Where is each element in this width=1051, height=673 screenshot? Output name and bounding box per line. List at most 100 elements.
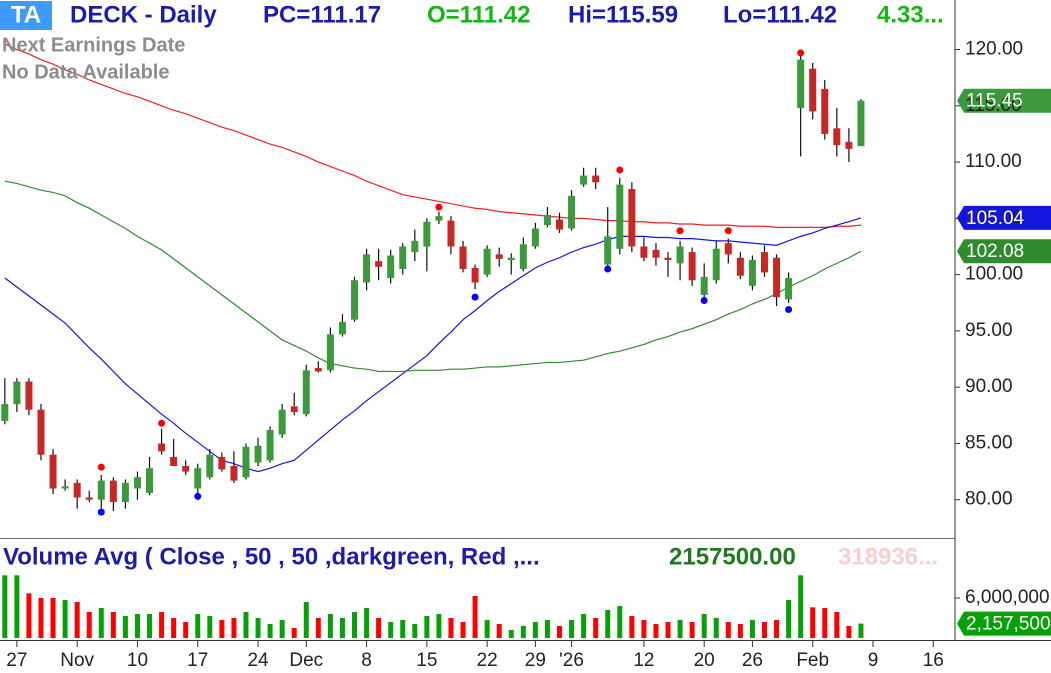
last-value-box xyxy=(957,88,1051,113)
candle-body xyxy=(97,480,105,500)
pivot-high xyxy=(97,463,105,471)
x-tick-label: 17 xyxy=(187,650,208,671)
volume-bar xyxy=(134,614,140,638)
volume-bar xyxy=(388,622,394,638)
moving-average-line xyxy=(4,217,862,473)
y-tick-label: 80.00 xyxy=(965,489,1013,510)
candle-body xyxy=(146,468,154,493)
x-tick-label: 10 xyxy=(127,650,148,671)
header-item: Hi=115.59 xyxy=(568,1,678,28)
volume-value: 2157500.00 xyxy=(669,543,796,570)
candle-body xyxy=(664,257,672,260)
volume-bar xyxy=(798,575,804,638)
chart-title: DECK - Daily xyxy=(70,1,217,28)
volume-bar xyxy=(725,622,731,638)
volume-bar xyxy=(472,596,478,638)
volume-bar xyxy=(279,620,285,638)
candle-body xyxy=(218,456,226,470)
volume-bar xyxy=(339,618,345,638)
candle-body xyxy=(531,228,539,247)
candle-body xyxy=(302,370,310,415)
volume-bar xyxy=(110,612,116,638)
candle-body xyxy=(748,259,756,286)
volume-bar xyxy=(171,618,177,638)
candle-body xyxy=(519,244,527,269)
candle-body xyxy=(290,406,298,412)
price-plot xyxy=(1,43,865,516)
last-value-label: 115.45 xyxy=(966,91,1023,112)
candle-body xyxy=(278,409,286,435)
pivot-high xyxy=(724,227,732,235)
volume-bar xyxy=(159,612,165,638)
candle-body xyxy=(387,255,395,279)
volume-bar xyxy=(629,616,635,638)
candle-body xyxy=(1,404,9,421)
x-tick-label: Feb xyxy=(796,650,829,671)
candle-body xyxy=(351,280,359,320)
volume-bar xyxy=(86,612,92,638)
volume-bar xyxy=(62,600,68,638)
candle-body xyxy=(785,278,793,300)
pivot-low xyxy=(471,293,479,301)
volume-bar xyxy=(496,624,502,638)
candle-body xyxy=(471,267,479,283)
candle-body xyxy=(13,381,21,405)
candle-body xyxy=(25,381,33,410)
volume-bar xyxy=(858,623,864,638)
last-value-box xyxy=(957,239,1051,264)
candle-body xyxy=(435,216,443,221)
candle-body xyxy=(616,184,624,249)
note: No Data Available xyxy=(2,61,169,83)
y-tick-label: 85.00 xyxy=(965,432,1013,453)
volume-bar xyxy=(593,618,599,638)
volume-bar xyxy=(581,614,587,638)
candle-body xyxy=(604,236,612,265)
candle-body xyxy=(809,68,817,112)
volume-bar xyxy=(448,618,454,638)
x-tick-label: 9 xyxy=(868,650,879,671)
volume-bar xyxy=(376,618,382,638)
badge-box xyxy=(0,1,52,30)
volume-bar xyxy=(400,620,406,638)
candle-body xyxy=(182,465,190,472)
candle-body xyxy=(797,59,805,109)
x-tick-label: 8 xyxy=(361,650,372,671)
volume-bar xyxy=(556,626,562,638)
pivot-high xyxy=(616,166,624,174)
pivot-low xyxy=(97,508,105,516)
volume-bar xyxy=(689,622,695,638)
candle-body xyxy=(760,252,768,273)
volume-bar xyxy=(98,608,104,638)
candle-body xyxy=(242,446,250,478)
candle-body xyxy=(411,240,419,253)
volume-bar xyxy=(14,575,20,638)
volume-bar xyxy=(327,614,333,638)
y-tick-label: 115.00 xyxy=(965,95,1022,116)
volume-bar xyxy=(810,607,816,638)
volume-bar xyxy=(834,612,840,638)
volume-bar xyxy=(749,620,755,638)
candle-body xyxy=(109,480,117,502)
candle-body xyxy=(61,486,69,489)
candle-body xyxy=(857,100,865,147)
candle-body xyxy=(399,246,407,269)
pivot-low xyxy=(604,265,612,273)
candle-body xyxy=(73,482,81,498)
volume-bar xyxy=(569,620,575,638)
volume-bar xyxy=(544,620,550,638)
volume-title: Volume Avg ( Close , 50 , 50 ,darkgreen,… xyxy=(3,543,540,570)
volume-bar xyxy=(424,616,430,638)
volume-bar xyxy=(846,626,852,638)
pivot-high xyxy=(797,49,805,57)
volume-bar xyxy=(26,593,32,638)
y-tick-label: 110.00 xyxy=(965,151,1022,172)
pivot-high xyxy=(435,203,443,211)
candle-body xyxy=(724,243,732,255)
y-tick-label: 120.00 xyxy=(965,39,1023,60)
y-tick-label: 105.00 xyxy=(965,207,1023,228)
volume-bar xyxy=(147,614,153,638)
volume-bar xyxy=(774,620,780,638)
candle-body xyxy=(338,321,346,335)
